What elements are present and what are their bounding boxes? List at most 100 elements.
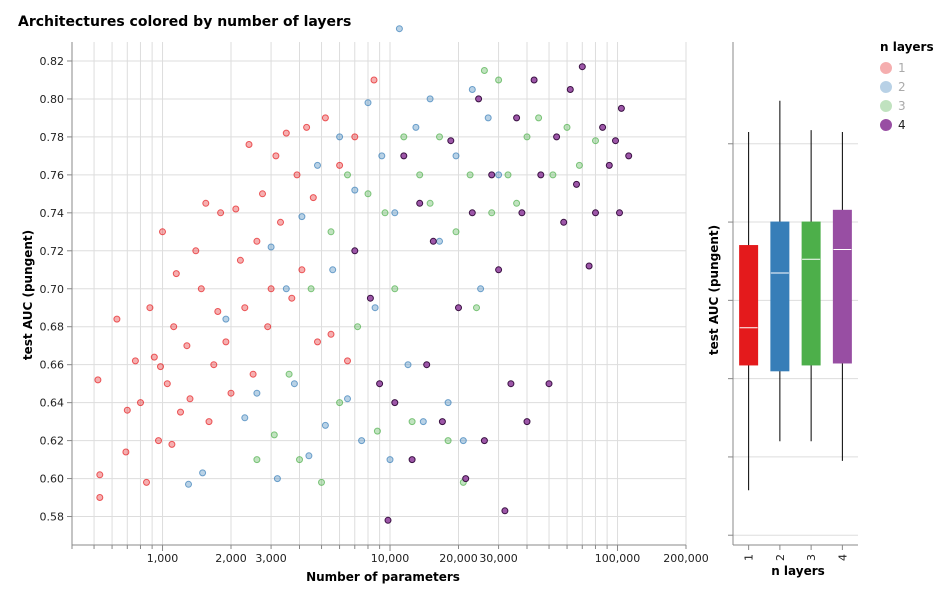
scatter-point-layers-4 xyxy=(523,418,531,426)
x-axis-label: Number of parameters xyxy=(306,570,460,584)
scatter-point-layers-3 xyxy=(466,171,474,179)
scatter-point-layers-1 xyxy=(370,76,378,84)
legend-item-4[interactable]: 4 xyxy=(880,115,934,134)
scatter-point-layers-4 xyxy=(513,114,521,122)
scatter-point-layers-4 xyxy=(616,209,623,217)
y-tick-label: 0.82 xyxy=(40,55,65,68)
legend-title: n layers xyxy=(880,40,934,54)
scatter-point-layers-1 xyxy=(159,228,166,236)
scatter-point-layers-2 xyxy=(344,395,351,403)
scatter-point-layers-3 xyxy=(373,427,381,435)
scatter-point-layers-2 xyxy=(484,114,492,122)
scatter-point-layers-4 xyxy=(391,399,399,407)
scatter-point-layers-4 xyxy=(617,104,625,112)
scatter-point-layers-4 xyxy=(566,86,574,93)
boxplot-box-layers-1 xyxy=(739,245,759,366)
y-axis-label: test AUC (pungent) xyxy=(21,230,35,360)
scatter-point-layers-1 xyxy=(157,363,164,371)
scatter-point-layers-4 xyxy=(537,171,545,179)
scatter-point-layers-4 xyxy=(507,380,515,388)
legend-symbol xyxy=(880,99,892,112)
legend-label: 4 xyxy=(898,117,906,132)
scatter-point-layers-1 xyxy=(197,285,205,293)
scatter-point-layers-2 xyxy=(199,469,207,477)
scatter-point-layers-2 xyxy=(273,475,281,483)
scatter-point-layers-4 xyxy=(455,304,462,312)
scatter-point-layers-2 xyxy=(495,171,503,179)
scatter-point-layers-2 xyxy=(419,418,427,426)
y-tick-label: 0.62 xyxy=(40,435,65,448)
x-tick-label: 200,000 xyxy=(663,552,709,565)
scatter-point-layers-2 xyxy=(290,380,298,388)
scatter-point-layers-1 xyxy=(264,323,272,331)
scatter-point-layers-3 xyxy=(563,123,571,131)
scatter-point-layers-3 xyxy=(270,431,278,439)
legend: n layers 1 2 3 4 xyxy=(880,40,934,134)
scatter-point-layers-1 xyxy=(214,308,222,315)
y-tick-label: 0.78 xyxy=(40,131,65,144)
scatter-point-layers-1 xyxy=(245,141,253,148)
scatter-point-layers-3 xyxy=(535,114,543,122)
scatter-point-layers-3 xyxy=(592,137,599,145)
scatter-point-layers-1 xyxy=(168,440,176,448)
boxplot-box-layers-4 xyxy=(832,209,852,364)
scatter-point-layers-3 xyxy=(364,190,372,198)
y-tick-label: 0.76 xyxy=(40,169,65,182)
scatter-point-layers-3 xyxy=(381,209,389,217)
legend-label: 3 xyxy=(898,98,906,113)
scatter-point-layers-4 xyxy=(384,516,392,524)
scatter-point-layers-2 xyxy=(436,237,443,245)
scatter-plot[interactable]: 0.58 0.60 0.62 0.64 0.66 0.68 0.70 0.72 0.74 0.76… xyxy=(0,0,720,591)
x-tick-label: 1,000 xyxy=(147,552,179,565)
scatter-point-layers-1 xyxy=(210,361,218,369)
scatter-point-layers-1 xyxy=(241,304,249,312)
scatter-point-layers-2 xyxy=(395,25,403,33)
boxplot-x-tick-label: 2 xyxy=(774,554,787,561)
scatter-point-layers-1 xyxy=(303,123,311,131)
scatter-point-layers-3 xyxy=(354,323,362,331)
scatter-point-layers-4 xyxy=(518,209,526,217)
scatter-point-layers-3 xyxy=(416,171,424,179)
x-tick-label: 20,000 xyxy=(439,552,478,565)
scatter-point-layers-3 xyxy=(426,199,434,207)
boxplot-gridlines xyxy=(733,143,858,536)
scatter-point-layers-2 xyxy=(444,399,452,407)
legend-symbol xyxy=(880,61,892,74)
boxplot-x-tick-label: 3 xyxy=(805,554,818,561)
scatter-point-layers-1 xyxy=(131,357,139,365)
legend-item-3[interactable]: 3 xyxy=(880,96,934,115)
scatter-point-layers-4 xyxy=(475,95,483,103)
scatter-point-layers-2 xyxy=(358,437,366,445)
legend-symbol xyxy=(880,118,892,131)
scatter-point-layers-4 xyxy=(545,380,553,388)
scatter-point-layers-1 xyxy=(205,418,213,426)
x-tick-label: 2,000 xyxy=(215,552,247,565)
scatter-point-layers-4 xyxy=(585,262,593,270)
scatter-point-layers-1 xyxy=(336,161,344,169)
scatter-point-layers-1 xyxy=(321,114,329,122)
scatter-point-layers-4 xyxy=(447,137,455,145)
scatter-point-layers-2 xyxy=(412,123,420,131)
scatter-point-layers-2 xyxy=(477,285,485,293)
scatter-point-layers-1 xyxy=(327,330,335,338)
scatter-point-layers-1 xyxy=(94,376,102,384)
scatter-point-layers-2 xyxy=(253,389,261,397)
boxplot-x-tick-label: 1 xyxy=(743,554,756,561)
scatter-point-layers-1 xyxy=(236,256,244,264)
scatter-point-layers-1 xyxy=(123,406,131,414)
scatter-point-layers-3 xyxy=(336,399,344,407)
y-tick-label: 0.70 xyxy=(40,283,65,296)
boxplot-box-layers-2 xyxy=(770,221,790,372)
scatter-point-layers-4 xyxy=(408,456,416,464)
legend-item-2[interactable]: 2 xyxy=(880,77,934,96)
scatter-point-layers-4 xyxy=(438,418,446,426)
scatter-axes: 0.58 0.60 0.62 0.64 0.66 0.68 0.70 0.72 0.74 0.76… xyxy=(40,42,709,565)
scatter-point-layers-4 xyxy=(592,209,599,217)
scatter-point-layers-1 xyxy=(272,152,280,160)
scatter-point-layers-1 xyxy=(253,237,261,245)
scatter-point-layers-1 xyxy=(232,205,240,213)
scatter-point-layers-2 xyxy=(241,414,249,422)
scatter-point-layers-4 xyxy=(625,152,633,160)
y-tick-label: 0.68 xyxy=(40,321,65,334)
legend-item-1[interactable]: 1 xyxy=(880,58,934,77)
